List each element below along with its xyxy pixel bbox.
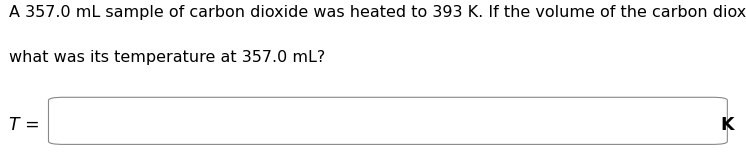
Text: K: K — [720, 116, 733, 134]
Text: T =: T = — [9, 116, 40, 134]
FancyBboxPatch shape — [48, 97, 727, 144]
Text: what was its temperature at 357.0 mL?: what was its temperature at 357.0 mL? — [9, 50, 325, 65]
Text: A 357.0 mL sample of carbon dioxide was heated to 393 K. If the volume of the ca: A 357.0 mL sample of carbon dioxide was … — [9, 5, 746, 20]
